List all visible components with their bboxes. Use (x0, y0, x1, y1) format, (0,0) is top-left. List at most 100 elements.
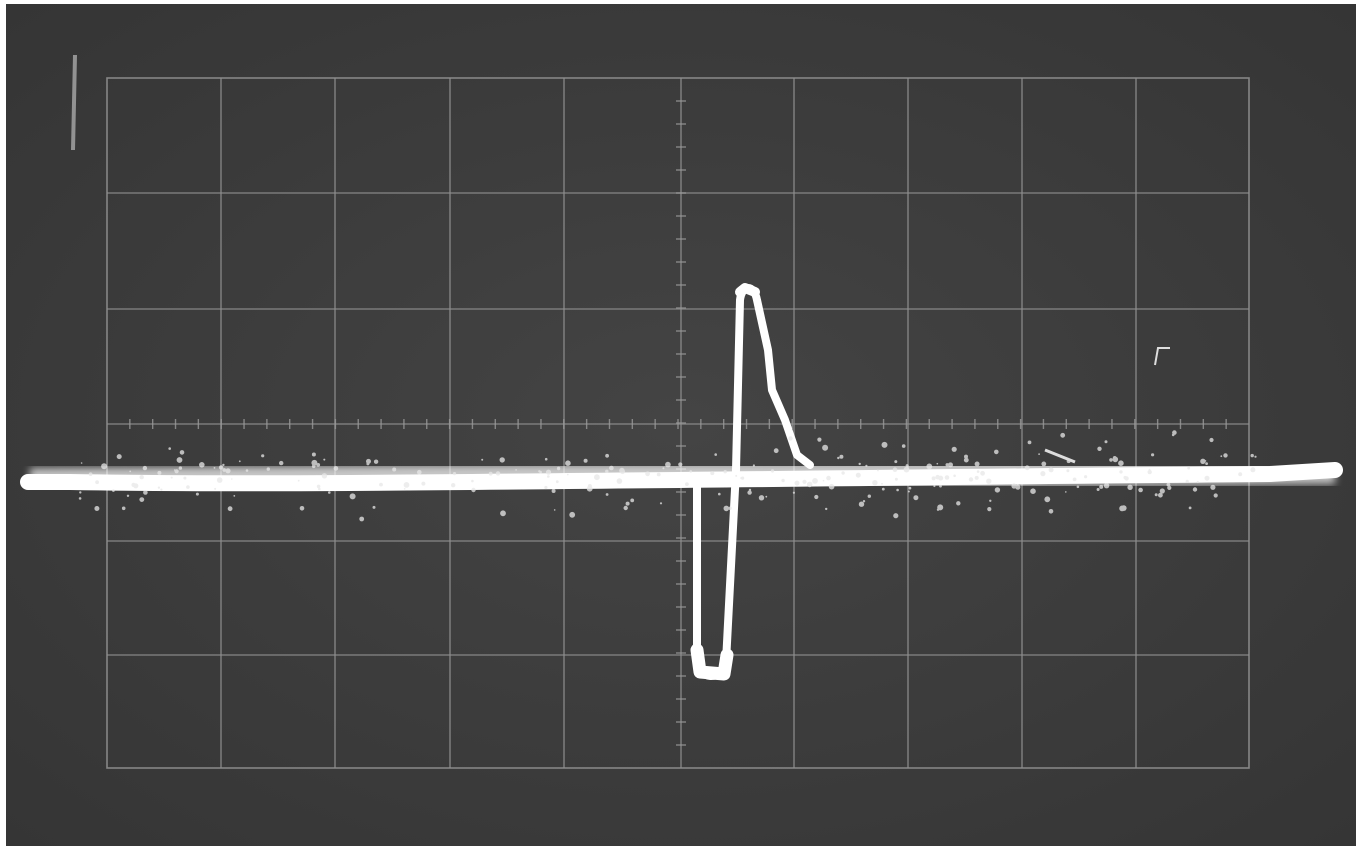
speckle (620, 469, 625, 475)
speckle (623, 505, 628, 511)
speckle (714, 453, 717, 456)
speckle (79, 491, 82, 494)
speckle (1250, 453, 1254, 458)
speckle (139, 475, 144, 480)
speckle (605, 469, 609, 473)
speckle (488, 471, 493, 476)
speckle (126, 494, 130, 497)
speckle (1151, 453, 1155, 457)
speckle (741, 476, 745, 480)
speckle (586, 485, 593, 492)
speckle (359, 516, 365, 522)
speckle (678, 462, 683, 467)
trace (20, 283, 1343, 681)
speckle (907, 490, 910, 493)
speckle (936, 462, 939, 465)
speckle (987, 507, 992, 512)
speckle (935, 474, 940, 480)
pulse-peak (735, 283, 760, 297)
edge-reflection (71, 54, 77, 151)
speckle (1030, 488, 1036, 495)
speckle (659, 502, 663, 505)
speckle (689, 470, 693, 473)
speckle (157, 470, 162, 475)
speckle (913, 495, 919, 501)
speckle (168, 447, 171, 450)
speckle (261, 454, 265, 458)
speckle (939, 484, 942, 488)
speckle (858, 462, 861, 466)
speckle (112, 489, 115, 492)
speckle (1099, 484, 1104, 489)
speckle (1118, 460, 1124, 467)
speckle (1185, 479, 1189, 483)
speckle (569, 511, 576, 518)
speckle (233, 495, 236, 497)
speckle (421, 481, 426, 486)
speckle (80, 462, 83, 464)
speckle (379, 482, 383, 487)
speckle (553, 509, 556, 511)
speckle (826, 475, 831, 481)
speckle (901, 444, 906, 448)
graticule-border (106, 77, 1250, 769)
speckle (685, 482, 689, 486)
speckle (828, 483, 835, 490)
speckle (565, 460, 571, 467)
speckle (316, 484, 321, 489)
speckle (881, 487, 885, 491)
baseline (20, 462, 1343, 492)
speckle (963, 457, 969, 463)
speckle (710, 471, 715, 476)
speckle (989, 499, 992, 502)
speckle (1040, 471, 1046, 477)
speckle (839, 454, 844, 459)
speckle (245, 469, 249, 472)
noise (78, 430, 1257, 522)
speckle (1119, 505, 1125, 512)
speckle (1127, 484, 1133, 490)
speckle (452, 472, 457, 476)
speckle (1238, 472, 1243, 477)
speckle (160, 488, 163, 491)
speckle (1109, 458, 1113, 462)
speckle (417, 469, 422, 475)
speckle (994, 449, 999, 455)
speckle (1200, 458, 1206, 464)
speckle (121, 506, 126, 511)
speckle (321, 473, 328, 479)
speckle (956, 501, 961, 506)
speckle (1188, 506, 1192, 510)
speckle (539, 470, 542, 474)
speckle (1103, 483, 1110, 489)
speckle (616, 478, 623, 484)
speckle (95, 480, 99, 485)
speckle (78, 497, 82, 500)
speckle (88, 472, 93, 477)
speckle (945, 463, 949, 467)
speckle (547, 475, 550, 478)
speckle (968, 477, 974, 482)
speckle (896, 488, 899, 492)
speckle (953, 474, 956, 478)
speckle (1123, 475, 1127, 480)
speckle (822, 444, 829, 451)
speckle (1076, 485, 1080, 489)
speckle (266, 467, 270, 471)
speckle (1166, 482, 1171, 487)
speckle (974, 475, 979, 480)
speckle (1104, 440, 1108, 444)
speckle (630, 498, 635, 503)
speckle (225, 468, 231, 474)
speckle (881, 482, 883, 485)
speckle (933, 484, 936, 488)
speckle (544, 485, 548, 490)
speckle (451, 483, 456, 488)
speckle (1220, 455, 1223, 458)
speckle (499, 457, 505, 463)
speckle (94, 506, 100, 511)
speckle (748, 488, 752, 492)
speckle (893, 513, 899, 519)
speckle (174, 469, 179, 474)
speckle (944, 475, 950, 480)
